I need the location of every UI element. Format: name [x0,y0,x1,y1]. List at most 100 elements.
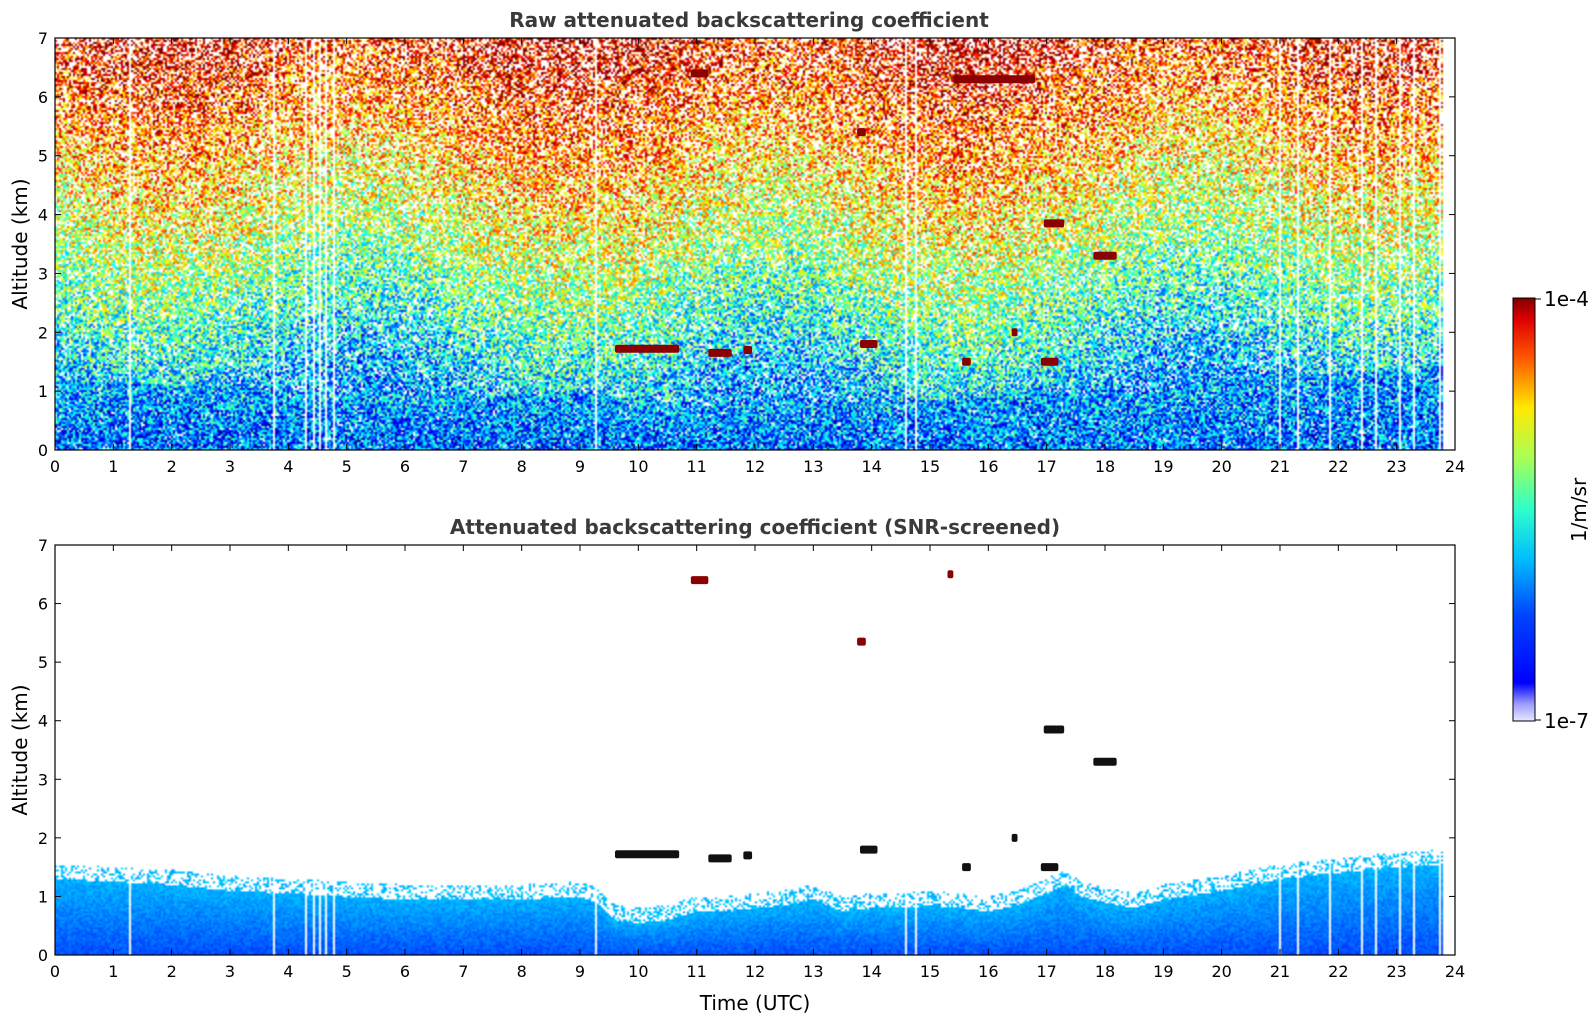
panel-screened: Attenuated backscattering coefficient (S… [8,515,1465,1015]
x-tick-label: 3 [225,457,235,476]
cloud-layer-mark [962,357,971,366]
cloud-layer-mark [690,69,709,78]
panel-screened-plot-area [55,545,1455,955]
x-tick-label: 23 [1386,457,1406,476]
colorbar-unit-label: 1/m/sr [1567,477,1591,542]
y-tick-label: 2 [38,829,48,848]
x-tick-label: 1 [108,962,118,981]
cloud-layer-mark [708,348,732,357]
panel-raw-x-axis: 0 1 2 3 4 5 6 7 8 9 10 11 12 13 14 15 16 17 18 19 20 21 22 23 24 [50,38,1465,476]
x-tick-label: 2 [167,962,177,981]
panel-raw-marks [615,69,1117,366]
x-tick-label: 6 [400,457,410,476]
x-tick-label: 17 [1036,457,1056,476]
y-tick-label: 5 [38,147,48,166]
colorbar-gradient [1512,297,1536,722]
x-tick-label: 9 [575,962,585,981]
panel-raw-heatmap [55,38,1455,450]
x-tick-label: 20 [1211,457,1231,476]
y-tick-label: 3 [38,770,48,789]
x-tick-label: 4 [283,457,293,476]
x-tick-label: 24 [1445,962,1465,981]
x-tick-label: 11 [686,457,706,476]
y-tick-label: 6 [38,88,48,107]
cloud-layer-mark [860,845,878,854]
x-tick-label: 10 [628,457,648,476]
x-tick-label: 14 [861,457,881,476]
x-tick-label: 19 [1153,457,1173,476]
panel-screened-x-label: Time (UTC) [699,991,811,1015]
panel-screened-title: Attenuated backscattering coefficient (S… [450,515,1060,539]
x-tick-label: 22 [1328,962,1348,981]
x-tick-label: 18 [1095,962,1115,981]
x-tick-label: 1 [108,457,118,476]
x-tick-label: 24 [1445,457,1465,476]
cloud-layer-mark [1040,357,1059,366]
y-tick-label: 5 [38,653,48,672]
x-tick-label: 2 [167,457,177,476]
panel-raw-plot-area [55,38,1455,450]
panel-raw: Raw attenuated backscattering coefficien… [8,8,1465,476]
x-tick-label: 14 [861,962,881,981]
x-tick-label: 8 [517,457,527,476]
x-tick-label: 15 [920,962,940,981]
cloud-layer-mark [1011,328,1018,337]
cloud-layer-mark [615,850,680,859]
x-tick-label: 9 [575,457,585,476]
y-tick-label: 0 [38,441,48,460]
x-tick-label: 12 [745,457,765,476]
x-tick-label: 16 [978,962,998,981]
cloud-layer-mark [708,854,732,863]
x-tick-label: 13 [803,962,823,981]
cloud-layer-mark [690,576,709,585]
panel-screened-y-label: Altitude (km) [8,684,32,815]
y-tick-label: 7 [38,29,48,48]
panel-raw-y-axis: 0 1 2 3 4 5 6 7 [38,29,1455,460]
panel-raw-y-label: Altitude (km) [8,178,32,309]
x-tick-label: 10 [628,962,648,981]
cloud-layer-mark [857,128,866,137]
x-tick-label: 15 [920,457,940,476]
y-tick-label: 7 [38,536,48,555]
cloud-layer-mark [743,345,753,354]
y-tick-label: 4 [38,712,48,731]
x-tick-label: 17 [1036,962,1056,981]
x-tick-label: 21 [1270,457,1290,476]
x-tick-label: 20 [1211,962,1231,981]
x-tick-label: 5 [342,457,352,476]
x-tick-label: 3 [225,962,235,981]
cloud-layer-mark [857,637,866,646]
cloud-layer-mark [1043,725,1065,734]
x-tick-label: 18 [1095,457,1115,476]
cloud-layer-mark [962,863,971,872]
cloud-layer-mark [743,851,753,860]
cloud-layer-mark [1043,219,1065,228]
colorbar: 1e-4 1e-7 1/m/sr [1512,287,1591,733]
colorbar-min-label: 1e-7 [1544,709,1589,733]
x-tick-label: 12 [745,962,765,981]
cloud-layer-mark [1040,863,1059,872]
colorbar-max-label: 1e-4 [1544,287,1589,311]
y-tick-label: 1 [38,887,48,906]
x-tick-label: 6 [400,962,410,981]
x-tick-label: 19 [1153,962,1173,981]
y-tick-label: 4 [38,206,48,225]
cloud-layer-mark [1093,251,1117,260]
cloud-layer-mark [860,340,878,349]
y-tick-label: 3 [38,264,48,283]
x-tick-label: 5 [342,962,352,981]
x-tick-label: 13 [803,457,823,476]
panel-screened-x-axis: 0 1 2 3 4 5 6 7 8 9 10 11 12 13 14 15 16 17 18 19 20 21 22 23 24 [50,545,1465,981]
y-tick-label: 1 [38,382,48,401]
panel-raw-title: Raw attenuated backscattering coefficien… [509,8,989,32]
cloud-layer-mark [1011,833,1018,842]
x-tick-label: 0 [50,962,60,981]
x-tick-label: 11 [686,962,706,981]
y-tick-label: 2 [38,323,48,342]
panel-screened-y-axis: 0 1 2 3 4 5 6 7 [38,536,1455,965]
cloud-layer-mark [947,570,954,579]
panel-screened-marks [615,570,1117,872]
x-tick-label: 22 [1328,457,1348,476]
cloud-layer-mark [953,75,1035,84]
